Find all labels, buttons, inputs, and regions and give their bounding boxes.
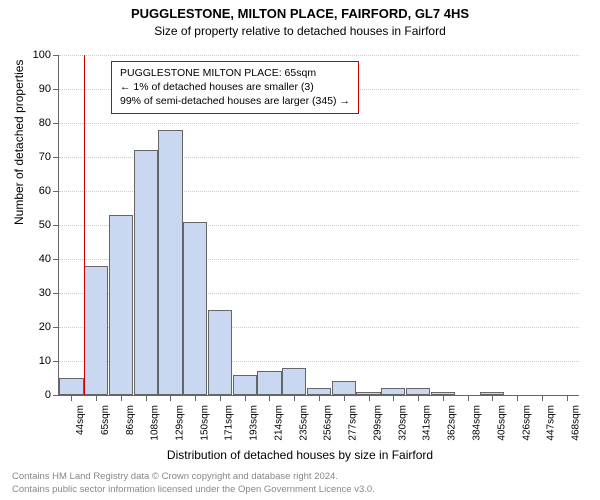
x-tick-label: 235sqm xyxy=(298,405,309,441)
y-tick xyxy=(53,123,59,124)
x-tick xyxy=(146,395,147,401)
x-tick-label: 468sqm xyxy=(571,405,582,441)
gridline xyxy=(59,55,579,56)
footer-attribution: Contains HM Land Registry data © Crown c… xyxy=(12,471,375,496)
annotation-line-3: 99% of semi-detached houses are larger (… xyxy=(120,94,350,108)
y-axis-title: Number of detached properties xyxy=(12,60,26,225)
annotation-box: PUGGLESTONE MILTON PLACE: 65sqm← 1% of d… xyxy=(111,61,359,114)
x-tick-label: 341sqm xyxy=(422,405,433,441)
x-tick-label: 256sqm xyxy=(323,405,334,441)
y-tick-label: 10 xyxy=(29,355,51,367)
bar xyxy=(208,310,232,395)
y-tick xyxy=(53,361,59,362)
x-axis-title: Distribution of detached houses by size … xyxy=(0,448,600,462)
y-tick xyxy=(53,293,59,294)
y-tick xyxy=(53,191,59,192)
x-tick-label: 150sqm xyxy=(199,405,210,441)
y-tick xyxy=(53,225,59,226)
chart-container: { "title": "PUGGLESTONE, MILTON PLACE, F… xyxy=(0,0,600,500)
bar xyxy=(109,215,133,395)
y-tick xyxy=(53,157,59,158)
reference-line xyxy=(84,55,85,395)
bar xyxy=(332,381,356,395)
y-tick xyxy=(53,259,59,260)
chart-subtitle: Size of property relative to detached ho… xyxy=(0,24,600,38)
bar xyxy=(381,388,405,395)
x-tick xyxy=(121,395,122,401)
x-tick-label: 362sqm xyxy=(447,405,458,441)
bar xyxy=(282,368,306,395)
y-tick-label: 80 xyxy=(29,117,51,129)
x-tick xyxy=(418,395,419,401)
x-tick xyxy=(195,395,196,401)
bar xyxy=(183,222,207,395)
y-tick xyxy=(53,55,59,56)
y-tick-label: 40 xyxy=(29,253,51,265)
x-tick xyxy=(517,395,518,401)
x-tick xyxy=(492,395,493,401)
annotation-line-2: ← 1% of detached houses are smaller (3) xyxy=(120,80,350,94)
y-tick-label: 30 xyxy=(29,287,51,299)
x-tick xyxy=(96,395,97,401)
gridline xyxy=(59,123,579,124)
x-tick xyxy=(269,395,270,401)
x-tick xyxy=(344,395,345,401)
y-tick-label: 20 xyxy=(29,321,51,333)
y-tick xyxy=(53,395,59,396)
x-tick-label: 171sqm xyxy=(224,405,235,441)
bar xyxy=(233,375,257,395)
x-tick-label: 86sqm xyxy=(125,405,136,435)
bar xyxy=(257,371,281,395)
x-tick-label: 193sqm xyxy=(249,405,260,441)
bar xyxy=(84,266,108,395)
y-tick-label: 90 xyxy=(29,83,51,95)
y-tick xyxy=(53,89,59,90)
x-tick-label: 447sqm xyxy=(546,405,557,441)
x-tick xyxy=(393,395,394,401)
y-tick xyxy=(53,327,59,328)
x-tick-label: 108sqm xyxy=(150,405,161,441)
chart-title: PUGGLESTONE, MILTON PLACE, FAIRFORD, GL7… xyxy=(0,6,600,21)
y-tick-label: 50 xyxy=(29,219,51,231)
x-tick xyxy=(468,395,469,401)
x-tick-label: 320sqm xyxy=(397,405,408,441)
x-tick xyxy=(170,395,171,401)
y-tick-label: 70 xyxy=(29,151,51,163)
x-tick-label: 277sqm xyxy=(348,405,359,441)
footer-line-1: Contains HM Land Registry data © Crown c… xyxy=(12,471,375,483)
x-tick xyxy=(294,395,295,401)
plot-area: 010203040506070809010044sqm65sqm86sqm108… xyxy=(58,55,579,396)
x-tick xyxy=(319,395,320,401)
x-tick xyxy=(71,395,72,401)
x-tick-label: 44sqm xyxy=(75,405,86,435)
bar xyxy=(406,388,430,395)
x-tick-label: 65sqm xyxy=(100,405,111,435)
y-tick-label: 0 xyxy=(29,389,51,401)
bar xyxy=(134,150,158,395)
footer-line-2: Contains public sector information licen… xyxy=(12,484,375,496)
x-tick-label: 384sqm xyxy=(472,405,483,441)
x-tick xyxy=(369,395,370,401)
y-tick-label: 60 xyxy=(29,185,51,197)
x-tick xyxy=(443,395,444,401)
bar xyxy=(158,130,182,395)
x-tick-label: 426sqm xyxy=(521,405,532,441)
x-tick xyxy=(542,395,543,401)
x-tick-label: 214sqm xyxy=(273,405,284,441)
x-tick-label: 405sqm xyxy=(496,405,507,441)
x-tick xyxy=(220,395,221,401)
bar xyxy=(59,378,83,395)
annotation-line-1: PUGGLESTONE MILTON PLACE: 65sqm xyxy=(120,66,350,80)
x-tick xyxy=(245,395,246,401)
x-tick-label: 129sqm xyxy=(174,405,185,441)
x-tick-label: 299sqm xyxy=(373,405,384,441)
y-tick-label: 100 xyxy=(29,49,51,61)
bar xyxy=(307,388,331,395)
x-tick xyxy=(567,395,568,401)
